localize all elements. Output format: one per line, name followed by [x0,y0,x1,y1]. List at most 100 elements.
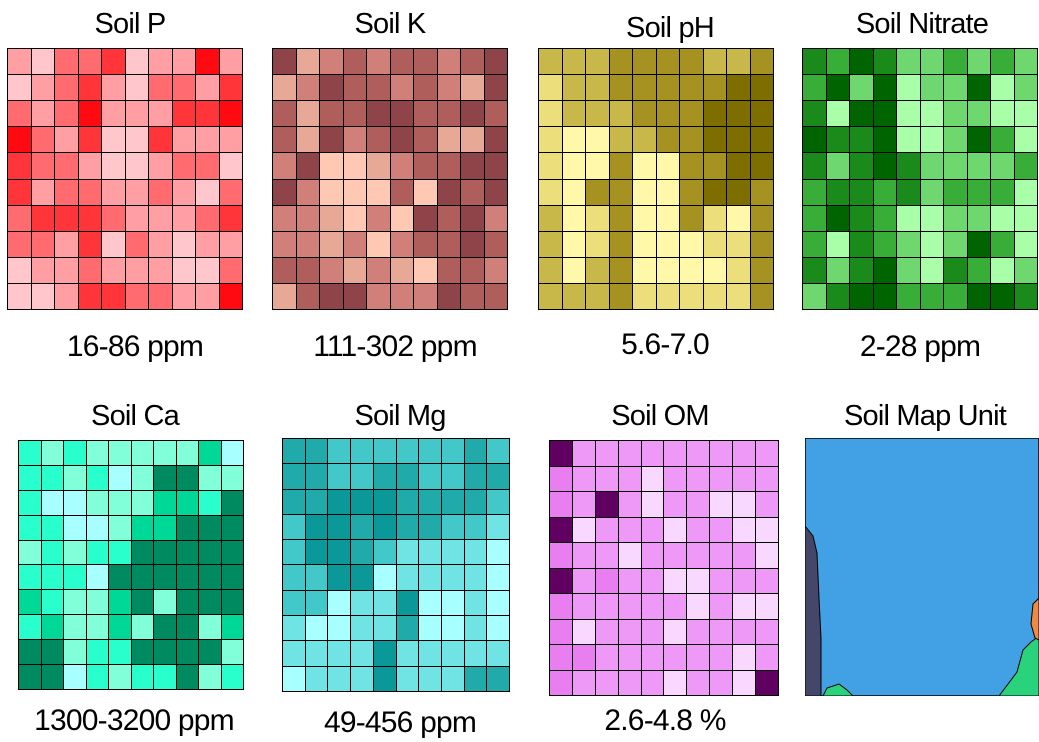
grid-cell [283,590,305,616]
grid-cell [8,283,31,309]
grid-cell [414,49,437,75]
grid-cell [196,257,219,283]
grid-cell [680,205,703,231]
grid-cell [373,540,396,565]
grid-cell [687,492,710,517]
grid-cell [487,514,509,540]
grid-cell [131,665,153,689]
grid-cell [390,75,413,101]
grid-cell [967,283,990,309]
grid-cell [55,205,78,231]
grid-cell [586,231,609,257]
grid-cell [609,205,632,231]
grid-cell [437,179,460,205]
grid-cell [343,283,366,309]
grid-cell [419,489,441,514]
grid-cell [109,665,131,689]
grid-cell [283,439,305,464]
grid-cell [572,568,595,593]
grid-cell [219,49,242,75]
grid-cell [539,101,562,127]
grid-cell [487,464,509,489]
grid-cell [343,231,366,257]
grid-cell [102,257,125,283]
grid-cell [920,231,943,257]
grid-cell [102,49,125,75]
grid-cell [328,439,351,464]
grid-cell [687,645,710,670]
grid-cell [86,441,108,465]
grid-cell [873,127,896,153]
grid-cell [572,645,595,670]
grid-cell [320,231,343,257]
grid-cell [664,441,687,466]
grid-cell [78,127,101,153]
panel-caption-soil-k: 111-302 ppm [313,330,477,363]
grid-cell [750,75,773,101]
grid-cell [31,153,54,179]
grid-cell [756,492,778,517]
grid-cell [826,205,849,231]
grid-cell [273,205,296,231]
grid-cell [154,565,176,590]
grid-cell [944,75,967,101]
grid-cell [656,257,679,283]
heatmap-soil-nitrate [802,48,1038,310]
grid-cell [86,515,108,540]
grid-cell [656,101,679,127]
grid-cell [703,283,726,309]
grid-cell [572,619,595,644]
grid-cell [920,179,943,205]
grid-cell [176,490,198,515]
grid-cell [803,49,826,75]
grid-cell [154,665,176,689]
grid-cell [172,153,195,179]
map-unit-orange [1030,597,1039,641]
grid-cell [487,616,509,641]
grid-cell [991,283,1014,309]
grid-cell [343,49,366,75]
grid-cell [419,590,441,616]
grid-cell [487,565,509,590]
grid-cell [572,441,595,466]
grid-cell [199,665,221,689]
grid-cell [991,179,1014,205]
grid-cell [756,466,778,491]
grid-cell [283,565,305,590]
grid-cell [149,101,172,127]
grid-cell [414,231,437,257]
grid-cell [595,543,618,568]
grid-cell [305,540,328,565]
grid-cell [850,101,873,127]
grid-cell [727,283,750,309]
grid-cell [595,645,618,670]
grid-cell [710,594,733,619]
grid-cell [539,127,562,153]
grid-cell [41,615,63,640]
grid-cell [320,283,343,309]
grid-cell [991,75,1014,101]
grid-cell [219,205,242,231]
grid-cell [219,257,242,283]
grid-cell [390,205,413,231]
grid-cell [656,75,679,101]
grid-cell [562,257,585,283]
grid-cell [826,283,849,309]
grid-cell [8,231,31,257]
heatmap-soil-mg [282,438,510,692]
grid-cell [756,645,778,670]
grid-cell [109,615,131,640]
grid-cell [484,257,507,283]
grid-cell [733,466,756,491]
grid-cell [351,641,373,666]
grid-cell [273,75,296,101]
grid-cell [351,616,373,641]
grid-cell [609,127,632,153]
grid-cell [219,283,242,309]
grid-cell [873,179,896,205]
grid-cell [221,665,243,689]
grid-cell [826,179,849,205]
grid-cell [441,540,464,565]
grid-cell [562,231,585,257]
grid-cell [967,257,990,283]
